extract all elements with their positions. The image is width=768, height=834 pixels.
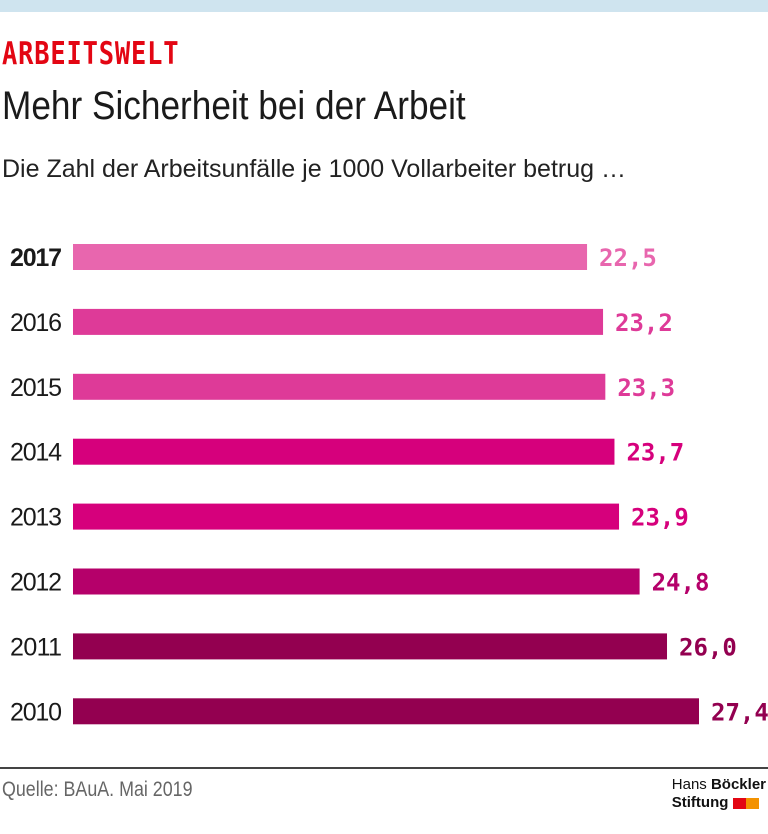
kicker: ARBEITSWELT xyxy=(2,36,180,72)
value-label: 22,5 xyxy=(599,244,657,272)
logo-orange-square xyxy=(745,797,759,809)
category-label: 2016 xyxy=(10,309,62,337)
bar xyxy=(73,308,604,335)
value-label: 26,0 xyxy=(679,633,737,661)
chart-subtitle: Die Zahl der Arbeitsunfälle je 1000 Voll… xyxy=(2,155,626,183)
category-label: 2017 xyxy=(10,244,62,272)
value-label: 23,2 xyxy=(615,309,673,337)
category-label: 2014 xyxy=(10,439,62,467)
category-label: 2010 xyxy=(10,698,62,726)
chart-title: Mehr Sicherheit bei der Arbeit xyxy=(2,84,466,128)
bar xyxy=(73,698,699,725)
logo: Hans Böckler Stiftung xyxy=(672,776,766,812)
category-label: 2013 xyxy=(10,504,62,532)
value-label: 24,8 xyxy=(652,569,710,597)
value-label: 23,3 xyxy=(617,374,675,402)
bar xyxy=(73,503,620,530)
bar xyxy=(73,373,606,400)
value-label: 23,7 xyxy=(626,439,684,467)
logo-text-hans: Hans xyxy=(671,776,707,793)
logo-red-square xyxy=(732,797,746,809)
bar xyxy=(73,568,640,595)
bar-chart: 2017 22,5 2016 23,2 2015 23,3 2014 23,7 2013 23,9… xyxy=(10,244,768,726)
bar xyxy=(73,633,668,660)
logo-text-boeckler: Böckler xyxy=(710,776,766,793)
bar xyxy=(73,244,588,270)
source-note: Quelle: BAuA. Mai 2019 xyxy=(2,778,193,801)
value-label: 23,9 xyxy=(631,504,689,532)
category-label: 2015 xyxy=(10,374,62,402)
logo-text-stiftung: Stiftung xyxy=(671,794,729,811)
category-label: 2011 xyxy=(10,633,62,661)
footer-divider xyxy=(0,767,768,769)
top-band xyxy=(0,0,768,12)
value-label: 27,4 xyxy=(711,698,768,726)
bar xyxy=(73,438,615,465)
category-label: 2012 xyxy=(10,569,62,597)
